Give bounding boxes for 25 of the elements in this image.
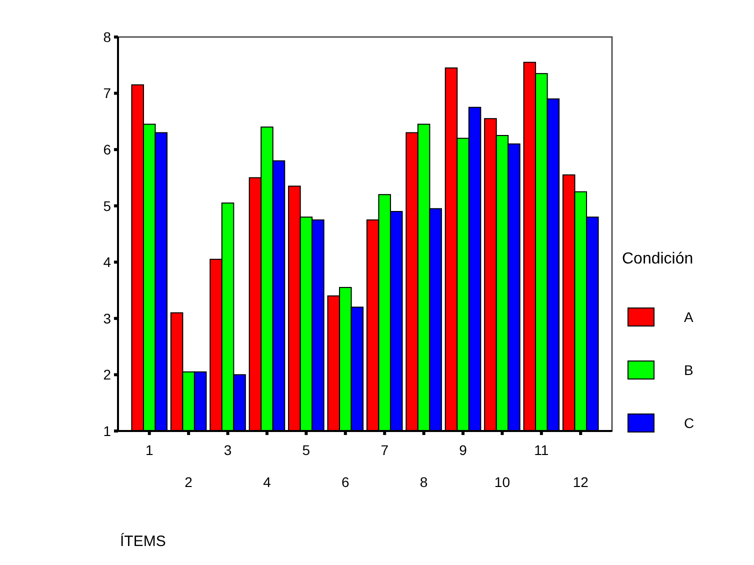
x-tick-label: 6 bbox=[342, 474, 350, 490]
x-tick-label: 5 bbox=[302, 442, 310, 458]
x-tick-label: 2 bbox=[184, 474, 193, 490]
legend-label: C bbox=[684, 414, 694, 431]
x-tick-label: 11 bbox=[534, 442, 549, 458]
x-tick-label: 10 bbox=[494, 474, 510, 490]
y-tick-label: 2 bbox=[103, 366, 112, 383]
x-tick-label: 9 bbox=[459, 442, 468, 458]
legend-title: Condición bbox=[622, 250, 694, 268]
x-tick-label: 4 bbox=[263, 474, 272, 490]
x-tick-label: 12 bbox=[572, 474, 589, 490]
y-tick-label: 7 bbox=[103, 85, 112, 102]
legend-label: A bbox=[684, 308, 694, 325]
y-tick-label: 5 bbox=[103, 198, 112, 214]
y-tick-label: 8 bbox=[103, 28, 112, 45]
y-tick-label: 6 bbox=[103, 141, 112, 158]
x-tick-label: 8 bbox=[420, 474, 428, 490]
x-tick-label: 3 bbox=[224, 442, 232, 458]
x-tick-label: 1 bbox=[145, 442, 154, 458]
y-tick-label: 1 bbox=[103, 422, 112, 439]
y-tick-label: 3 bbox=[103, 310, 112, 326]
y-tick-label: 4 bbox=[103, 254, 112, 270]
x-tick-label: 7 bbox=[380, 442, 389, 458]
legend-label: B bbox=[684, 362, 694, 378]
x-axis-title: ÍTEMS bbox=[120, 532, 166, 550]
